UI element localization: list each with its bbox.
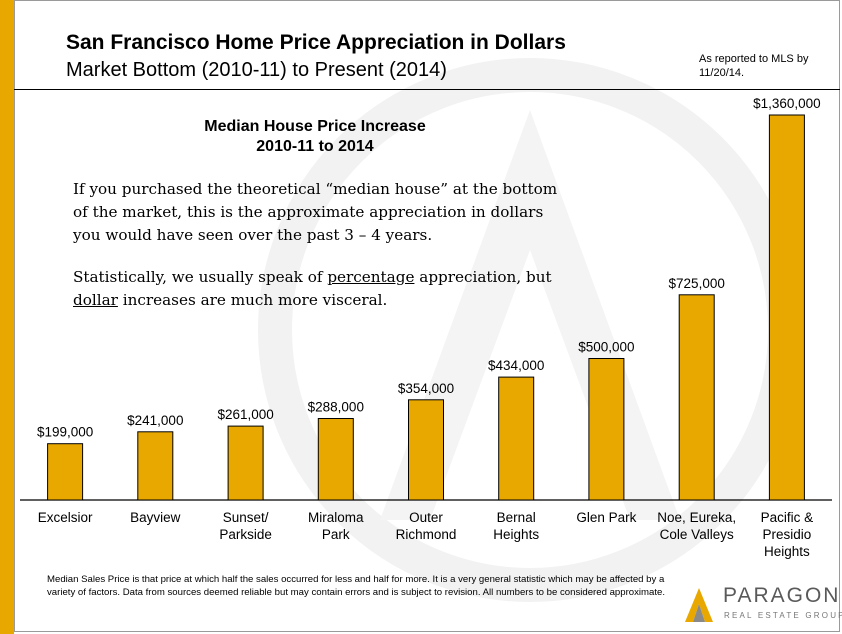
paragon-logo-icon (685, 588, 713, 622)
data-label-3: $288,000 (308, 400, 364, 415)
category-label-line: Pacific & (761, 510, 814, 525)
data-label-1: $241,000 (127, 413, 183, 428)
data-label-8: $1,360,000 (753, 96, 821, 111)
category-label-line: Outer (409, 510, 443, 525)
category-label-line: Bernal (497, 510, 536, 525)
data-label-4: $354,000 (398, 381, 454, 396)
category-label-line: Richmond (396, 527, 457, 542)
category-label-line: Heights (764, 544, 810, 559)
page-title: San Francisco Home Price Appreciation in… (66, 31, 566, 54)
chart-heading-line2: 2010-11 to 2014 (256, 138, 374, 155)
para2-text-a: Statistically, we usually speak of (73, 268, 328, 286)
bar-6 (588, 358, 625, 501)
bar-5 (498, 376, 535, 501)
category-label-line: Noe, Eureka, (657, 510, 736, 525)
logo-name: PARAGON (723, 584, 841, 607)
para2-underlined-dollar: dollar (73, 291, 118, 309)
data-label-5: $434,000 (488, 358, 544, 373)
category-label-line: Miraloma (308, 510, 364, 525)
category-label-line: Excelsior (38, 510, 93, 525)
explanation-paragraph-1: If you purchased the theoretical “median… (73, 180, 558, 244)
explanation-paragraph-2: Statistically, we usually speak of perce… (73, 266, 573, 312)
page-subtitle: Market Bottom (2010-11) to Present (2014… (66, 59, 447, 81)
bar-1 (137, 431, 174, 501)
data-label-7: $725,000 (669, 276, 725, 291)
category-label-line: Bayview (130, 510, 181, 525)
chart-heading-line1: Median House Price Increase (204, 118, 426, 135)
category-label-line: Sunset/ (223, 510, 269, 525)
category-label-line: Heights (493, 527, 539, 542)
category-label-8: Pacific & Presidio Heights (761, 510, 814, 559)
bar-3 (317, 418, 354, 501)
category-label-1: Bayview (130, 510, 181, 525)
category-label-line: Cole Valleys (660, 527, 734, 542)
bar-4 (408, 399, 444, 501)
para2-text-b: appreciation, but (414, 268, 552, 286)
category-label-7: Noe, Eureka, Cole Valleys (657, 510, 736, 542)
title-divider (14, 89, 840, 90)
data-label-6: $500,000 (578, 340, 634, 355)
bar-7 (678, 294, 715, 501)
source-note: As reported to MLS by 11/20/14. (699, 53, 809, 79)
category-label-line: Park (322, 527, 350, 542)
para2-text-c: increases are much more visceral. (117, 291, 388, 309)
category-label-line: Glen Park (576, 510, 636, 525)
data-label-0: $199,000 (37, 425, 93, 440)
category-label-4: Outer Richmond (396, 510, 457, 542)
para2-underlined-percentage: percentage (327, 268, 415, 286)
logo-tagline: REAL ESTATE GROUP (724, 611, 842, 620)
bar-2 (227, 425, 264, 501)
footnote: Median Sales Price is that price at whic… (47, 574, 666, 598)
slide-frame (14, 0, 840, 632)
chart-heading: Median House Price Increase 2010-11 to 2… (150, 117, 480, 157)
category-label-5: Bernal Heights (493, 510, 539, 542)
category-label-6: Glen Park (576, 510, 636, 525)
category-label-line: Presidio (763, 527, 812, 542)
data-label-2: $261,000 (217, 407, 273, 422)
category-label-2: Sunset/Parkside (219, 510, 272, 542)
category-label-line: Parkside (219, 527, 272, 542)
category-label-0: Excelsior (38, 510, 93, 525)
accent-side-bar (0, 0, 14, 634)
bar-0 (47, 443, 84, 501)
category-label-3: Miraloma Park (308, 510, 364, 542)
paragon-logo: PARAGON REAL ESTATE GROUP (683, 580, 842, 630)
bar-8 (768, 114, 805, 501)
